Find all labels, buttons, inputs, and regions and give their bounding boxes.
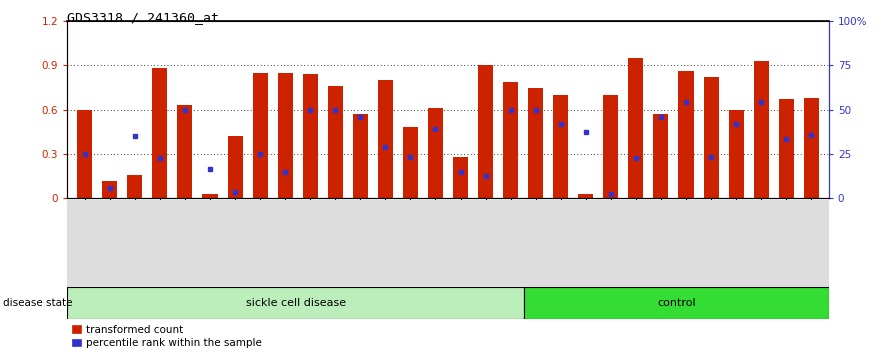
Bar [202,194,218,198]
Bar [678,72,694,198]
Bar [378,80,392,198]
Bar [578,194,593,198]
Bar [628,58,643,198]
Bar [102,181,117,198]
Bar [553,95,568,198]
Bar [228,136,243,198]
Bar [177,105,193,198]
Bar [253,73,268,198]
Bar [603,95,618,198]
Bar [728,110,744,198]
Text: control: control [657,298,696,308]
Bar [152,68,168,198]
Bar [328,86,343,198]
Bar [353,114,368,198]
Bar [804,98,819,198]
Bar [653,114,668,198]
Bar [303,74,318,198]
Bar [478,65,493,198]
Bar [67,287,524,319]
Bar [403,127,418,198]
Bar [779,99,794,198]
Legend: transformed count, percentile rank within the sample: transformed count, percentile rank withi… [73,325,262,348]
Bar [278,73,293,198]
Text: sickle cell disease: sickle cell disease [246,298,346,308]
Bar [754,61,769,198]
Text: GDS3318 / 241360_at: GDS3318 / 241360_at [67,11,220,24]
Bar [528,88,543,198]
Bar [428,108,443,198]
Bar [703,77,719,198]
Bar [127,175,142,198]
Text: disease state: disease state [3,298,73,308]
Bar [524,287,829,319]
Bar [453,157,468,198]
Bar [77,110,92,198]
Bar [504,82,518,198]
